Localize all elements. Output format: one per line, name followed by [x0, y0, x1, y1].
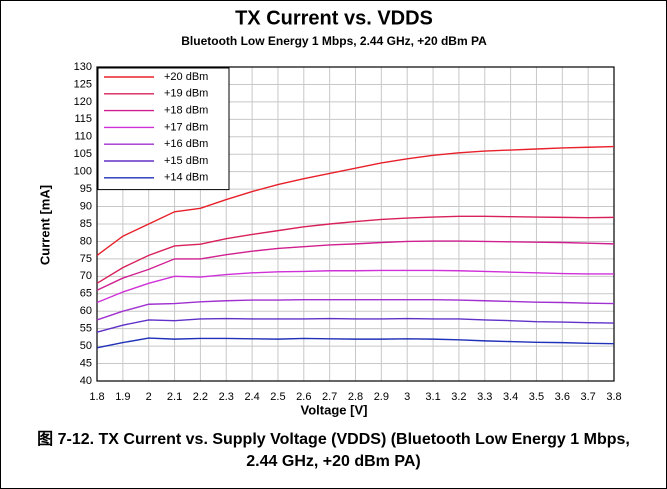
- x-tick-label: 2.8: [348, 391, 363, 403]
- data-line: [96, 299, 615, 321]
- legend-box: [97, 67, 230, 191]
- x-tick-label: 2.1: [167, 391, 182, 403]
- chart: TX Current vs. VDDS Bluetooth Low Energy…: [37, 7, 621, 417]
- y-tick-label: 115: [74, 113, 92, 125]
- x-tick-label: 3.5: [529, 391, 544, 403]
- y-tick-label: 105: [74, 148, 92, 160]
- legend-label: +16 dBm: [164, 138, 208, 150]
- x-tick-label: 3.4: [503, 391, 518, 403]
- data-line: [96, 269, 614, 304]
- chart-subtitle: Bluetooth Low Energy 1 Mbps, 2.44 GHz, +…: [181, 34, 487, 48]
- x-tick-label: 3.6: [555, 391, 570, 403]
- x-tick-label: 3.3: [477, 391, 492, 403]
- x-tick-label: 2.5: [270, 391, 285, 403]
- data-line: [96, 337, 615, 349]
- figure-caption: 图 7-12. TX Current vs. Supply Voltage (V…: [37, 431, 630, 470]
- y-tick-label: 60: [80, 305, 92, 317]
- legend-label: +19 dBm: [164, 88, 208, 100]
- y-tick-label: 75: [80, 253, 92, 265]
- y-tick-label: 125: [74, 78, 92, 90]
- x-tick-label: 2.6: [296, 391, 311, 403]
- y-tick-label: 90: [80, 200, 92, 212]
- y-tick-label: 65: [80, 288, 92, 300]
- x-tick-label: 2.9: [374, 391, 389, 403]
- x-tick-label: 3.8: [606, 391, 621, 403]
- y-tick-label: 45: [80, 357, 92, 369]
- y-tick-label: 120: [74, 96, 92, 108]
- legend-label: +20 dBm: [164, 71, 208, 83]
- y-axis-label: Current [mA]: [37, 185, 52, 265]
- y-tick-label: 100: [74, 166, 92, 178]
- x-tick-label: 1.9: [115, 391, 130, 403]
- legend-label: +17 dBm: [164, 121, 208, 133]
- x-tick-label: 2.3: [219, 391, 234, 403]
- legend-label: +15 dBm: [164, 155, 208, 167]
- x-tick-label: 3.1: [425, 391, 440, 403]
- x-tick-label: 3: [404, 391, 410, 403]
- y-tick-label: 40: [80, 375, 92, 387]
- y-tick-label: 55: [80, 323, 92, 335]
- plot-frame: [96, 66, 615, 382]
- x-axis-label: Voltage [V]: [301, 402, 368, 417]
- data-line: [96, 240, 615, 291]
- x-tick-label: 2.7: [322, 391, 337, 403]
- legend-label: +18 dBm: [164, 105, 208, 117]
- y-tick-label: 95: [80, 183, 92, 195]
- x-tick-label: 1.8: [89, 391, 104, 403]
- data-line: [96, 215, 615, 284]
- y-tick-label: 85: [80, 218, 92, 230]
- x-tick-label: 2.4: [244, 391, 259, 403]
- data-line: [96, 317, 615, 333]
- y-tick-label: 50: [80, 340, 92, 352]
- x-tick-label: 2: [146, 391, 152, 403]
- y-tick-label: 80: [80, 235, 92, 247]
- chart-title: TX Current vs. VDDS: [235, 7, 433, 29]
- y-tick-label: 70: [80, 270, 92, 282]
- y-tick-label: 130: [74, 61, 92, 73]
- x-tick-label: 2.2: [193, 391, 208, 403]
- x-tick-label: 3.7: [581, 391, 596, 403]
- data-line: [96, 145, 615, 256]
- x-tick-label: 3.2: [451, 391, 466, 403]
- y-tick-label: 110: [74, 131, 92, 143]
- legend-label: +14 dBm: [164, 172, 208, 184]
